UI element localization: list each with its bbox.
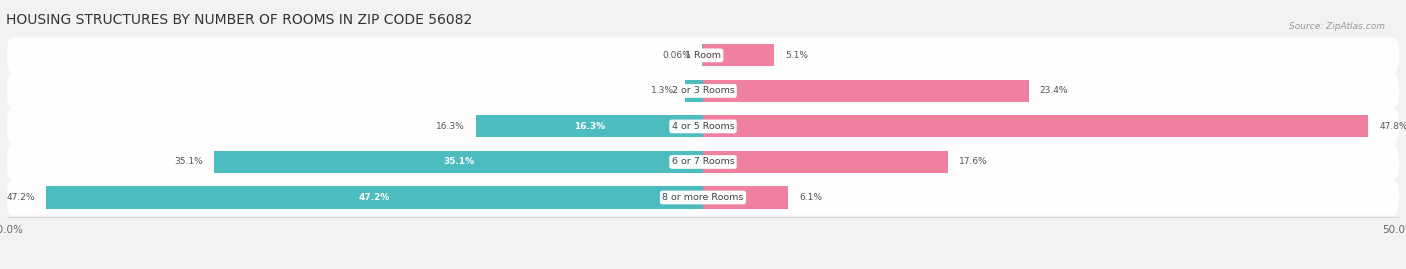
Text: 16.3%: 16.3% xyxy=(574,122,605,131)
FancyBboxPatch shape xyxy=(7,144,1399,180)
Text: 1.3%: 1.3% xyxy=(651,86,673,95)
Text: 1 Room: 1 Room xyxy=(685,51,721,60)
Text: 23.4%: 23.4% xyxy=(1040,86,1069,95)
Text: 6.1%: 6.1% xyxy=(799,193,823,202)
Text: 2 or 3 Rooms: 2 or 3 Rooms xyxy=(672,86,734,95)
Text: 17.6%: 17.6% xyxy=(959,157,988,167)
Bar xyxy=(685,80,703,102)
FancyBboxPatch shape xyxy=(7,108,1399,144)
Bar xyxy=(703,115,1368,137)
Text: 47.8%: 47.8% xyxy=(1379,122,1406,131)
Text: HOUSING STRUCTURES BY NUMBER OF ROOMS IN ZIP CODE 56082: HOUSING STRUCTURES BY NUMBER OF ROOMS IN… xyxy=(6,13,472,27)
Text: 16.3%: 16.3% xyxy=(436,122,465,131)
Text: 6 or 7 Rooms: 6 or 7 Rooms xyxy=(672,157,734,167)
FancyBboxPatch shape xyxy=(7,179,1399,216)
FancyBboxPatch shape xyxy=(7,37,1399,73)
Bar xyxy=(703,186,787,208)
Text: 5.1%: 5.1% xyxy=(785,51,808,60)
Bar xyxy=(703,151,948,173)
Text: 47.2%: 47.2% xyxy=(359,193,391,202)
Text: 4 or 5 Rooms: 4 or 5 Rooms xyxy=(672,122,734,131)
Bar xyxy=(215,151,703,173)
Bar xyxy=(46,186,703,208)
Bar xyxy=(703,80,1029,102)
Text: 0.06%: 0.06% xyxy=(662,51,690,60)
Bar xyxy=(703,44,773,66)
Text: 35.1%: 35.1% xyxy=(443,157,474,167)
Text: Source: ZipAtlas.com: Source: ZipAtlas.com xyxy=(1289,22,1385,30)
FancyBboxPatch shape xyxy=(7,73,1399,109)
Text: 8 or more Rooms: 8 or more Rooms xyxy=(662,193,744,202)
Bar xyxy=(477,115,703,137)
Text: 47.2%: 47.2% xyxy=(7,193,35,202)
Text: 35.1%: 35.1% xyxy=(174,157,204,167)
